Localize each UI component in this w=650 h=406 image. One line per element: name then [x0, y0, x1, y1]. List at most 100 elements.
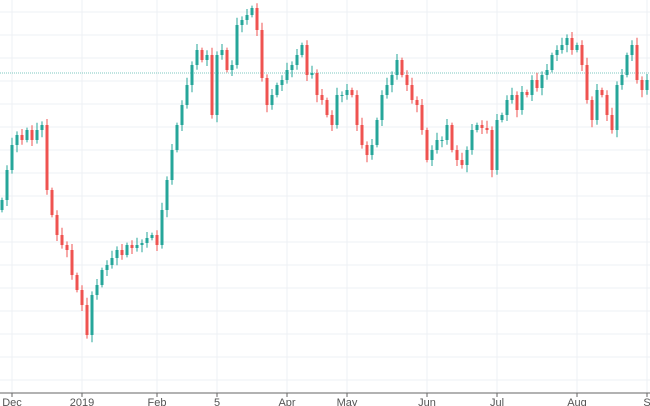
- candle: [625, 52, 629, 78]
- candle-body: [615, 85, 619, 130]
- candle-body: [110, 258, 114, 265]
- candle-body: [250, 8, 254, 15]
- candle: [380, 90, 384, 126]
- candle-body: [275, 85, 279, 95]
- candle-body: [115, 250, 119, 258]
- candle-body: [75, 275, 79, 290]
- candle-body: [165, 180, 169, 210]
- candle: [385, 77, 389, 99]
- candle-body: [600, 90, 604, 95]
- candle: [0, 197, 4, 213]
- candle-body: [405, 75, 409, 85]
- x-tick-label: 2019: [70, 397, 94, 406]
- candle-body: [490, 130, 494, 170]
- candle: [255, 3, 259, 36]
- candle-body: [485, 128, 489, 130]
- candle-body: [260, 30, 264, 78]
- candle: [15, 131, 19, 153]
- candle: [570, 32, 574, 55]
- candle: [185, 77, 189, 109]
- candle-body: [140, 243, 144, 245]
- candle-body: [435, 140, 439, 150]
- candle: [460, 152, 464, 169]
- candle-body: [570, 38, 574, 50]
- candle: [390, 71, 394, 93]
- candle-body: [450, 125, 454, 150]
- candle-body: [220, 50, 224, 55]
- candle-body: [510, 95, 514, 100]
- candle: [90, 291, 94, 343]
- candle-body: [465, 150, 469, 165]
- candle-body: [580, 45, 584, 65]
- candle: [395, 54, 399, 80]
- candle: [230, 60, 234, 76]
- candle: [315, 69, 319, 103]
- x-tick-label: Feb: [148, 397, 167, 406]
- candle-body: [500, 115, 504, 120]
- candle-body: [155, 235, 159, 245]
- candle: [435, 132, 439, 154]
- candle: [440, 136, 444, 148]
- candle-body: [585, 65, 589, 100]
- candle-body: [120, 250, 124, 255]
- candle: [145, 232, 149, 248]
- candle-body: [420, 105, 424, 130]
- candle: [50, 187, 54, 218]
- candle-body: [20, 135, 24, 140]
- candle-body: [310, 73, 314, 75]
- candle: [200, 47, 204, 63]
- candle-body: [440, 140, 444, 141]
- candle-body: [105, 265, 109, 270]
- candle: [370, 139, 374, 160]
- candle-body: [70, 250, 74, 275]
- candle-body: [635, 45, 639, 80]
- candle: [115, 246, 119, 266]
- candle-body: [90, 295, 94, 335]
- candle-body: [170, 150, 174, 180]
- candle-body: [445, 125, 449, 140]
- candle: [410, 77, 414, 104]
- candle-body: [30, 130, 34, 140]
- candle-body: [455, 150, 459, 160]
- candle: [560, 37, 564, 54]
- candle-body: [530, 80, 534, 95]
- candle: [260, 22, 264, 82]
- candle: [110, 250, 114, 269]
- candle-body: [255, 8, 259, 30]
- candle-body: [125, 245, 129, 255]
- candle-body: [515, 95, 519, 110]
- candle: [235, 17, 239, 69]
- candle: [265, 74, 269, 113]
- candle-body: [315, 73, 319, 95]
- candle: [280, 75, 284, 91]
- candle: [330, 110, 334, 131]
- candle-body: [645, 80, 649, 90]
- candle: [340, 91, 344, 103]
- candle-body: [130, 245, 134, 248]
- x-tick-label: Jul: [490, 397, 504, 406]
- candle-body: [320, 95, 324, 100]
- candle-body: [10, 145, 14, 170]
- candle: [405, 70, 409, 91]
- candle-body: [365, 145, 369, 155]
- candle-body: [505, 100, 509, 115]
- candle: [100, 267, 104, 288]
- candle-body: [380, 95, 384, 120]
- candle: [610, 107, 614, 134]
- x-tick-label: Apr: [278, 397, 295, 406]
- candle: [305, 40, 309, 81]
- candle: [205, 50, 209, 66]
- candle-body: [495, 120, 499, 170]
- candle-body: [305, 45, 309, 75]
- candle-body: [270, 95, 274, 105]
- candle: [45, 119, 49, 195]
- candle-body: [55, 215, 59, 235]
- candle: [55, 210, 59, 241]
- candle-body: [135, 245, 139, 248]
- candle-body: [225, 50, 229, 70]
- candle: [25, 127, 29, 143]
- candle-body: [240, 20, 244, 25]
- candle: [95, 279, 99, 300]
- candle-body: [360, 125, 364, 145]
